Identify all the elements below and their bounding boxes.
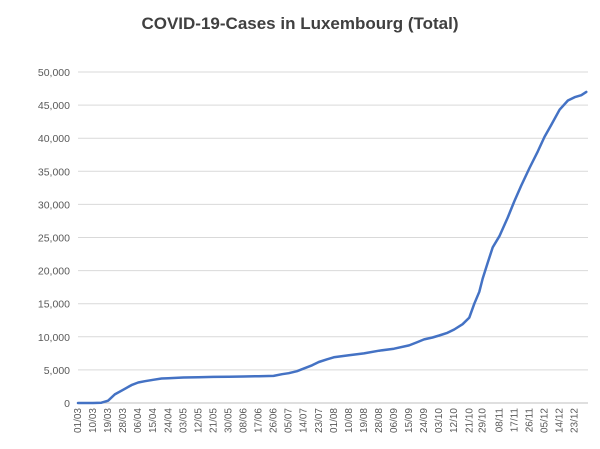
x-tick-label: 05/12: [540, 408, 551, 433]
x-tick-label: 14/07: [299, 408, 310, 433]
x-tick-label: 08/06: [239, 408, 250, 433]
y-tick-label: 20,000: [38, 266, 70, 278]
x-tick-label: 24/09: [419, 408, 430, 433]
x-tick-label: 15/09: [404, 408, 415, 433]
x-tick-label: 29/10: [478, 408, 489, 433]
x-tick-label: 10/08: [344, 408, 355, 433]
x-tick-label: 26/11: [524, 408, 535, 433]
x-tick-label: 21/05: [208, 408, 219, 433]
y-tick-label: 15,000: [38, 299, 70, 311]
x-tick-label: 23/07: [314, 408, 325, 433]
y-tick-label: 45,000: [38, 100, 70, 112]
y-tick-label: 50,000: [38, 67, 70, 79]
x-tick-label: 19/03: [103, 408, 114, 433]
y-tick-label: 25,000: [38, 233, 70, 245]
x-tick-label: 23/12: [570, 408, 581, 433]
y-tick-label: 5,000: [44, 365, 70, 377]
x-tick-label: 17/06: [254, 408, 265, 433]
x-tick-label: 05/07: [284, 408, 295, 433]
x-tick-label: 26/06: [269, 408, 280, 433]
y-tick-label: 0: [64, 398, 70, 410]
x-tick-label: 01/03: [73, 408, 84, 433]
x-tick-label: 24/04: [163, 408, 174, 433]
x-tick-label: 06/04: [133, 408, 144, 433]
y-tick-label: 35,000: [38, 166, 70, 178]
x-tick-label: 03/05: [178, 408, 189, 433]
chart-title: COVID-19-Cases in Luxembourg (Total): [141, 14, 459, 33]
y-tick-label: 40,000: [38, 133, 70, 145]
x-tick-label: 08/11: [494, 408, 505, 433]
x-tick-label: 15/04: [148, 408, 159, 433]
x-tick-label: 12/10: [449, 408, 460, 433]
x-tick-label: 06/09: [389, 408, 400, 433]
x-tick-label: 01/08: [329, 408, 340, 433]
x-tick-label: 17/11: [509, 408, 520, 433]
y-tick-label: 30,000: [38, 199, 70, 211]
x-tick-label: 03/10: [434, 408, 445, 433]
x-tick-label: 21/10: [464, 408, 475, 433]
x-tick-label: 12/05: [193, 408, 204, 433]
x-tick-label: 14/12: [555, 408, 566, 433]
x-tick-label: 28/08: [374, 408, 385, 433]
x-tick-label: 10/03: [88, 408, 99, 433]
series-line: [76, 90, 588, 405]
x-tick-label: 19/08: [359, 408, 370, 433]
x-tick-label: 28/03: [118, 408, 129, 433]
x-tick-label: 30/05: [223, 408, 234, 433]
y-tick-label: 10,000: [38, 332, 70, 344]
